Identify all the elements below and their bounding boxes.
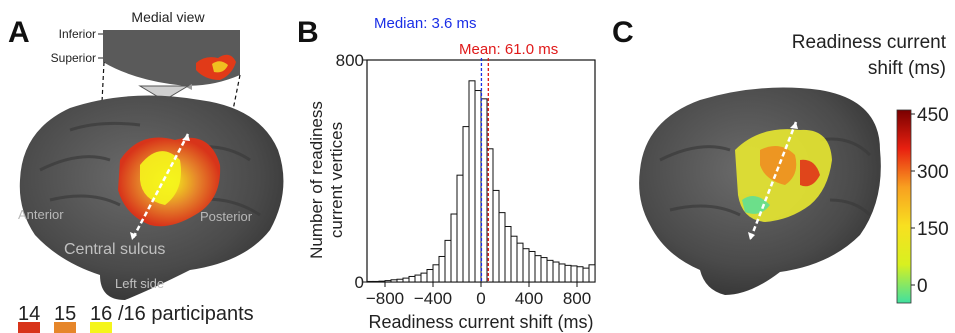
y-axis-label-line1: Number of readiness (307, 101, 326, 259)
panel-c: C Readiness current shift (ms) 450 300 1… (612, 16, 949, 304)
anterior-label: Anterior (18, 207, 64, 222)
histogram: −800 −400 0 400 800 800 0 (336, 51, 596, 308)
histogram-bar (510, 235, 518, 283)
histogram-bar (534, 255, 542, 283)
histogram-bar (552, 261, 560, 283)
histogram-bar (546, 259, 554, 283)
histogram-bar (504, 226, 512, 283)
legend-suffix: /16 participants (118, 303, 254, 325)
posterior-label: Posterior (200, 209, 253, 224)
legend-value-16: 16 (90, 303, 112, 325)
y-tick-label: 0 (355, 273, 364, 292)
right-brain (639, 87, 881, 296)
histogram-bar (576, 266, 584, 283)
histogram-bar (414, 274, 422, 283)
right-central-sulcus-line (748, 121, 798, 241)
x-axis-label: Readiness current shift (ms) (368, 312, 593, 332)
inferior-label: Inferior (59, 27, 96, 41)
histogram-bar (516, 242, 524, 283)
histogram-bar (522, 248, 530, 283)
panel-a: A Medial view Inferior Superior (8, 9, 284, 333)
histogram-bar (564, 264, 572, 283)
colorbar-title-line2: shift (ms) (868, 58, 946, 79)
medial-arrow-icon (186, 84, 192, 90)
histogram-bar (570, 265, 578, 283)
median-label: Median: 3.6 ms (374, 15, 477, 32)
legend-value-14: 14 (18, 303, 40, 325)
histogram-bar (456, 174, 464, 283)
y-tick-label: 800 (336, 51, 364, 70)
histogram-bar (402, 277, 410, 283)
histogram-bar (450, 213, 458, 283)
histogram-bar (492, 189, 500, 283)
histogram-bar (390, 279, 398, 283)
legend-swatch-15 (54, 322, 76, 333)
participants-legend: 14 15 16 /16 participants (18, 303, 254, 333)
colorbar-tick-300: 300 (917, 162, 949, 183)
x-tick-label: 800 (563, 289, 591, 308)
panel-c-letter: C (612, 16, 634, 49)
central-sulcus-label: Central sulcus (64, 241, 165, 258)
lateral-brain: Anterior Posterior Central sulcus Left s… (18, 95, 284, 300)
panel-b: B Median: 3.6 ms Mean: 61.0 ms −800 −400 0… (297, 15, 596, 332)
legend-swatch-14 (18, 322, 40, 333)
histogram-bar (366, 280, 374, 283)
panel-a-letter: A (8, 16, 30, 49)
histogram-bar (432, 264, 440, 283)
histogram-bar (498, 212, 506, 283)
x-tick-label: 400 (515, 289, 543, 308)
histogram-bar (582, 267, 590, 283)
histogram-bar (468, 80, 476, 283)
histogram-bar (396, 278, 404, 283)
colorbar: 450 300 150 0 (896, 105, 949, 304)
legend-value-15: 15 (54, 303, 76, 325)
histogram-bar (438, 255, 446, 283)
histogram-bar (408, 275, 416, 283)
histogram-bar (426, 269, 434, 283)
colorbar-tick-150: 150 (917, 219, 949, 240)
x-tick-label: −800 (366, 289, 404, 308)
histogram-bar (444, 239, 452, 283)
mean-label: Mean: 61.0 ms (459, 41, 558, 58)
histogram-bar (378, 280, 386, 283)
left-side-label: Left side (115, 276, 164, 291)
histogram-bar (558, 263, 566, 283)
colorbar-tick-0: 0 (917, 276, 928, 297)
legend-swatch-16 (90, 322, 112, 333)
y-axis-label-line2: current vertices (327, 122, 346, 238)
histogram-bar (372, 280, 380, 283)
colorbar-title-line1: Readiness current (792, 32, 947, 53)
x-tick-label: −400 (414, 289, 452, 308)
histogram-bar (420, 272, 428, 283)
colorbar-gradient (896, 109, 912, 304)
panel-b-letter: B (297, 16, 319, 49)
histogram-bar (528, 250, 536, 283)
colorbar-tick-450: 450 (917, 105, 949, 126)
x-tick-label: 0 (476, 289, 485, 308)
histogram-bar (384, 280, 392, 283)
medial-view-label: Medial view (131, 9, 205, 25)
central-sulcus-line (130, 133, 190, 241)
sulcus-arrow-top-icon (182, 134, 190, 141)
superior-label: Superior (51, 51, 96, 65)
histogram-bar (540, 257, 548, 283)
sulcus-arrow-bottom-icon (130, 232, 137, 240)
histogram-bar (462, 126, 470, 283)
histogram-bar (474, 90, 482, 283)
histogram-bar (588, 264, 596, 283)
